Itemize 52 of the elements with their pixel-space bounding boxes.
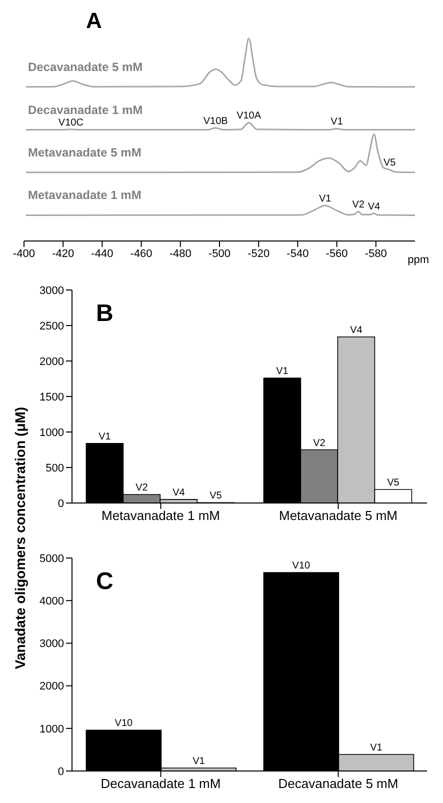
- x-tick-label: -500: [208, 248, 231, 260]
- y-tick-label: 3000: [40, 284, 64, 297]
- series-label: V5: [210, 490, 222, 502]
- annotation: V10B: [203, 116, 228, 127]
- x-tick-label: -580: [364, 248, 387, 260]
- x-tick-label: -480: [169, 248, 192, 260]
- text: V1: [370, 742, 382, 754]
- series-label: V2: [136, 482, 148, 494]
- text: V2: [313, 438, 326, 449]
- y-tick-label: 1000: [40, 723, 64, 736]
- series-label: Metavanadate 5 mM: [28, 145, 142, 160]
- series-label: V1: [98, 431, 112, 442]
- series-label: V4: [172, 487, 186, 498]
- x-tick-label: -420: [52, 248, 74, 260]
- annotation: V2: [352, 200, 365, 211]
- x-tick-label: -440: [91, 248, 114, 260]
- y-tick-label: 1500: [40, 391, 64, 404]
- y-axis-title: Vanadate oligomers concentration (μM): [12, 406, 28, 670]
- series-label: V1: [192, 756, 206, 768]
- annotation: V4: [368, 201, 380, 212]
- chart-title: B: [96, 300, 114, 328]
- annotation: V1: [330, 116, 344, 128]
- series-label: Decavanadate 5 mM: [28, 60, 143, 74]
- y-tick-label: 5000: [40, 552, 64, 565]
- text: V5: [387, 478, 400, 489]
- text: V1: [276, 366, 288, 378]
- y-tick-label: 2000: [40, 356, 64, 368]
- chart-title: C: [96, 568, 114, 596]
- x-tick-label: -400: [12, 248, 36, 260]
- annotation: V5: [383, 158, 396, 169]
- y-tick-label: 0: [58, 498, 64, 510]
- y-tick-label: 4000: [40, 596, 64, 608]
- y-tick-label: 2500: [40, 320, 64, 332]
- y-tick-label: 3000: [40, 638, 64, 650]
- x-tick-label: -560: [326, 248, 348, 260]
- annotation: V1: [318, 193, 332, 204]
- x-tick-label: -520: [248, 248, 270, 260]
- series-label: Decavanadate 1 mM: [28, 102, 143, 117]
- annotation: V10A: [236, 110, 262, 122]
- x-axis-title: ppm: [408, 254, 429, 266]
- y-tick-label: 500: [46, 462, 64, 474]
- x-tick-label: -460: [130, 248, 152, 260]
- annotation: V10C: [58, 117, 84, 128]
- x-tick-label: -540: [286, 248, 309, 260]
- text: V4: [350, 324, 362, 336]
- series-label: V10: [114, 718, 134, 730]
- chart-title: A: [86, 8, 102, 34]
- series-label: Metavanadate 1 mM: [28, 188, 142, 202]
- y-tick-label: 1000: [40, 426, 64, 439]
- y-tick-label: 0: [58, 766, 64, 778]
- text: V10: [292, 560, 310, 572]
- y-tick-label: 2000: [40, 680, 64, 693]
